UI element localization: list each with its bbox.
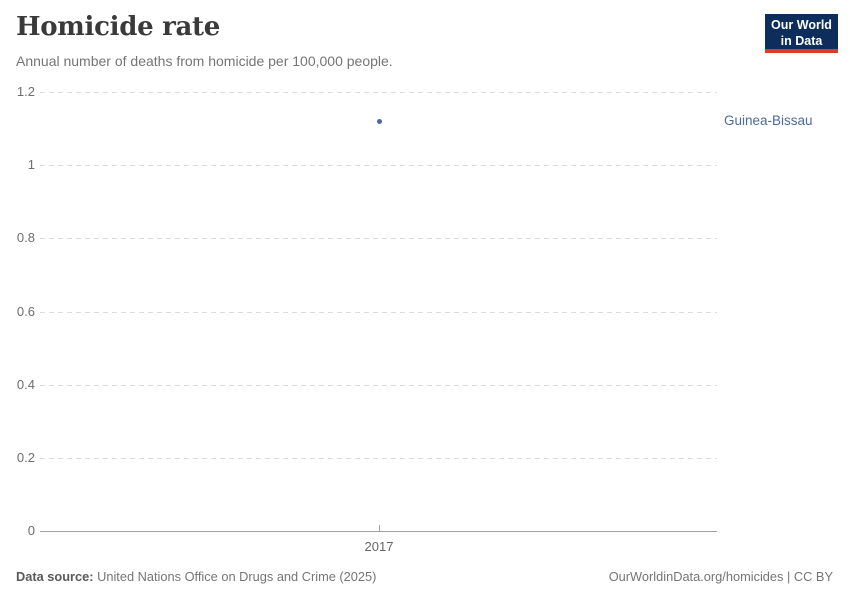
gridline: [40, 384, 717, 386]
y-axis-tick-label: 0.8: [16, 230, 35, 246]
gridline: [40, 311, 717, 313]
x-axis-tick-mark: [379, 525, 380, 532]
y-axis-tick-label: 1: [27, 157, 35, 173]
owid-logo-line2: in Data: [780, 34, 823, 48]
y-axis-tick-label: 0: [27, 523, 35, 538]
data-source: Data source: United Nations Office on Dr…: [16, 569, 376, 584]
data-source-label: Data source:: [16, 569, 94, 584]
footer-credit-link[interactable]: OurWorldinData.org/homicides | CC BY: [608, 569, 833, 584]
gridline: [40, 457, 717, 459]
owid-logo[interactable]: Our World in Data: [765, 14, 838, 53]
y-axis-tick-label: 0.6: [16, 303, 35, 319]
gridline: [40, 238, 717, 240]
chart-title: Homicide rate: [16, 12, 220, 42]
entity-label-guinea-bissau[interactable]: Guinea-Bissau: [724, 113, 813, 129]
x-axis-tick-label: 2017: [364, 539, 394, 554]
data-point[interactable]: [377, 118, 382, 124]
chart-footer: Data source: United Nations Office on Dr…: [16, 569, 833, 584]
data-source-value: United Nations Office on Drugs and Crime…: [97, 569, 377, 584]
y-axis-tick-label: 0.4: [16, 376, 35, 392]
y-axis-tick-label: 0.2: [16, 449, 35, 465]
gridline: [40, 165, 717, 167]
owid-logo-line1: Our World: [771, 18, 832, 32]
chart-subtitle: Annual number of deaths from homicide pe…: [16, 53, 393, 69]
y-axis-tick-label: 1.2: [16, 84, 35, 99]
gridline: [40, 92, 717, 93]
x-axis-line: [40, 531, 717, 532]
